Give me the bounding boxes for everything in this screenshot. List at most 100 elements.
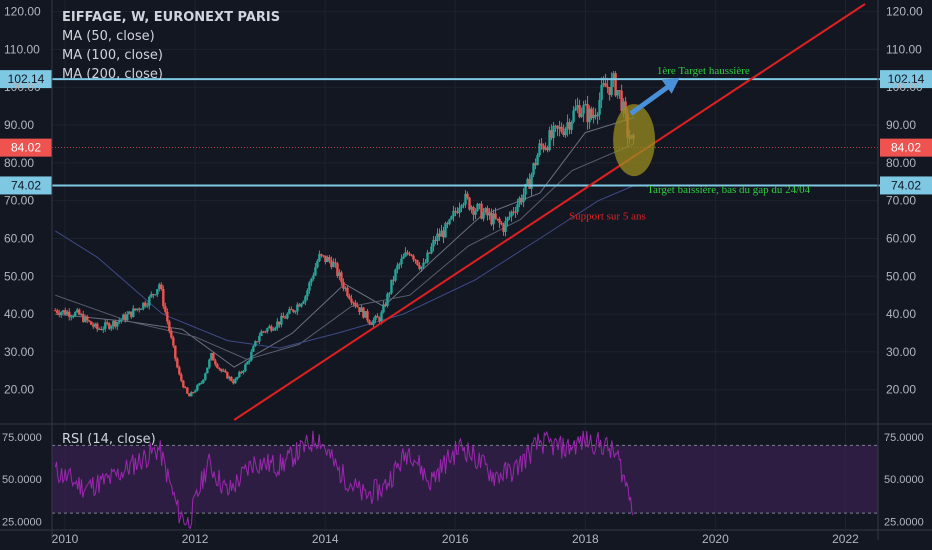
annotation-text[interactable]: Support sur 5 ans (569, 211, 646, 223)
bullish-arrow[interactable] (629, 80, 676, 116)
candle-body (450, 216, 453, 220)
candle-body (140, 308, 143, 310)
candle-body (274, 327, 277, 330)
highlight-ellipse[interactable] (613, 104, 656, 177)
candle-body (196, 385, 199, 391)
candle-body (448, 219, 451, 225)
candle-body (320, 254, 323, 256)
candles (54, 70, 635, 397)
candle-body (322, 255, 325, 257)
candle-body (338, 272, 341, 277)
candle-body (222, 370, 225, 372)
annotation-text[interactable]: Target baissière, bas du gap du 24/04 (647, 184, 811, 196)
candle-body (370, 323, 373, 325)
candle-body (162, 288, 165, 307)
candle-body (240, 372, 243, 374)
candle-body (544, 147, 547, 150)
candle-body (134, 308, 137, 311)
candle-body (70, 316, 73, 318)
candle-body (608, 87, 611, 96)
candle-body (484, 208, 487, 213)
candle-body (494, 213, 497, 219)
candle-body (534, 163, 537, 166)
candle-body (564, 128, 567, 136)
candle-body (336, 263, 339, 277)
annotations[interactable]: 1ère Target haussière Target baissière, b… (569, 65, 811, 223)
candle-body (542, 145, 545, 150)
time-tick: 2016 (442, 532, 469, 546)
candle-body (482, 212, 485, 219)
candle-body (496, 218, 499, 220)
annotation-text[interactable]: 1ère Target haussière (657, 65, 750, 77)
candle-body (372, 320, 375, 325)
horizontal-levels[interactable]: 102.14 102.14 74.02 74.02 84.02 84.02 (0, 70, 932, 195)
candle-body (524, 184, 527, 195)
rsi-legend[interactable]: RSI (14, close) (62, 432, 156, 447)
candle-body (106, 322, 109, 324)
level-label-left: 74.02 (11, 178, 41, 192)
rsi-tick-left: 25.0000 (2, 517, 42, 529)
candle-body (62, 310, 65, 313)
price-tick-right: 30.00 (886, 345, 916, 359)
candle-body (460, 205, 463, 208)
candle-body (498, 218, 501, 223)
candle-body (354, 302, 357, 306)
ma100-legend[interactable]: MA (100, close) (62, 48, 163, 63)
level-label-right: 102.14 (888, 72, 925, 86)
candle-body (170, 331, 173, 338)
candle-body (230, 376, 233, 381)
candle-body (184, 387, 187, 389)
price-tick-right: 20.00 (886, 383, 916, 397)
candle-body (248, 360, 251, 363)
candle-body (462, 204, 465, 206)
candle-body (558, 126, 561, 129)
rsi-line[interactable] (54, 430, 634, 530)
candle-body (114, 321, 117, 327)
candle-body (366, 311, 369, 321)
candle-body (326, 257, 329, 263)
candle-body (168, 321, 171, 332)
candle-body (118, 320, 121, 323)
rsi-panel[interactable]: 25.0000 25.0000 50.0000 50.0000 75.0000 75.00… (2, 430, 924, 530)
price-tick-right: 70.00 (886, 194, 916, 208)
candle-body (202, 379, 205, 383)
candle-body (216, 364, 219, 368)
candle-body (220, 369, 223, 372)
symbol-title: EIFFAGE, W, EURONEXT PARIS (62, 10, 281, 25)
support-trend-line[interactable] (233, 3, 866, 421)
trend-line[interactable] (233, 3, 866, 421)
time-tick: 2014 (312, 532, 339, 546)
candle-body (582, 105, 585, 114)
candle-body (330, 260, 333, 268)
candle-body (308, 282, 311, 291)
candle-body (526, 178, 529, 185)
candle-body (548, 130, 551, 151)
candle-body (410, 254, 413, 256)
candle-body (176, 358, 179, 368)
candle-body (508, 216, 511, 218)
candle-body (270, 326, 273, 331)
candle-body (178, 367, 181, 375)
candle-body (282, 315, 285, 318)
ma200-legend[interactable]: MA (200, close) (62, 67, 163, 82)
candle-body (464, 193, 467, 205)
candle-body (560, 126, 563, 132)
candle-body (90, 321, 93, 325)
candle-body (268, 326, 271, 329)
candle-body (504, 221, 507, 232)
candle-body (262, 331, 265, 333)
ma50-legend[interactable]: MA (50, close) (62, 29, 155, 44)
candle-body (300, 303, 303, 307)
last-price-badge-right (880, 138, 932, 157)
bullish-arrow-head[interactable] (661, 77, 680, 94)
candle-body (598, 99, 601, 115)
candle-body (318, 254, 321, 262)
candle-body (292, 309, 295, 312)
candle-body (532, 163, 535, 175)
candle-body (104, 322, 107, 329)
candle-body (190, 392, 193, 397)
candle-body (102, 328, 105, 330)
time-tick: 2020 (702, 532, 729, 546)
last-price-badge-left (0, 138, 52, 157)
